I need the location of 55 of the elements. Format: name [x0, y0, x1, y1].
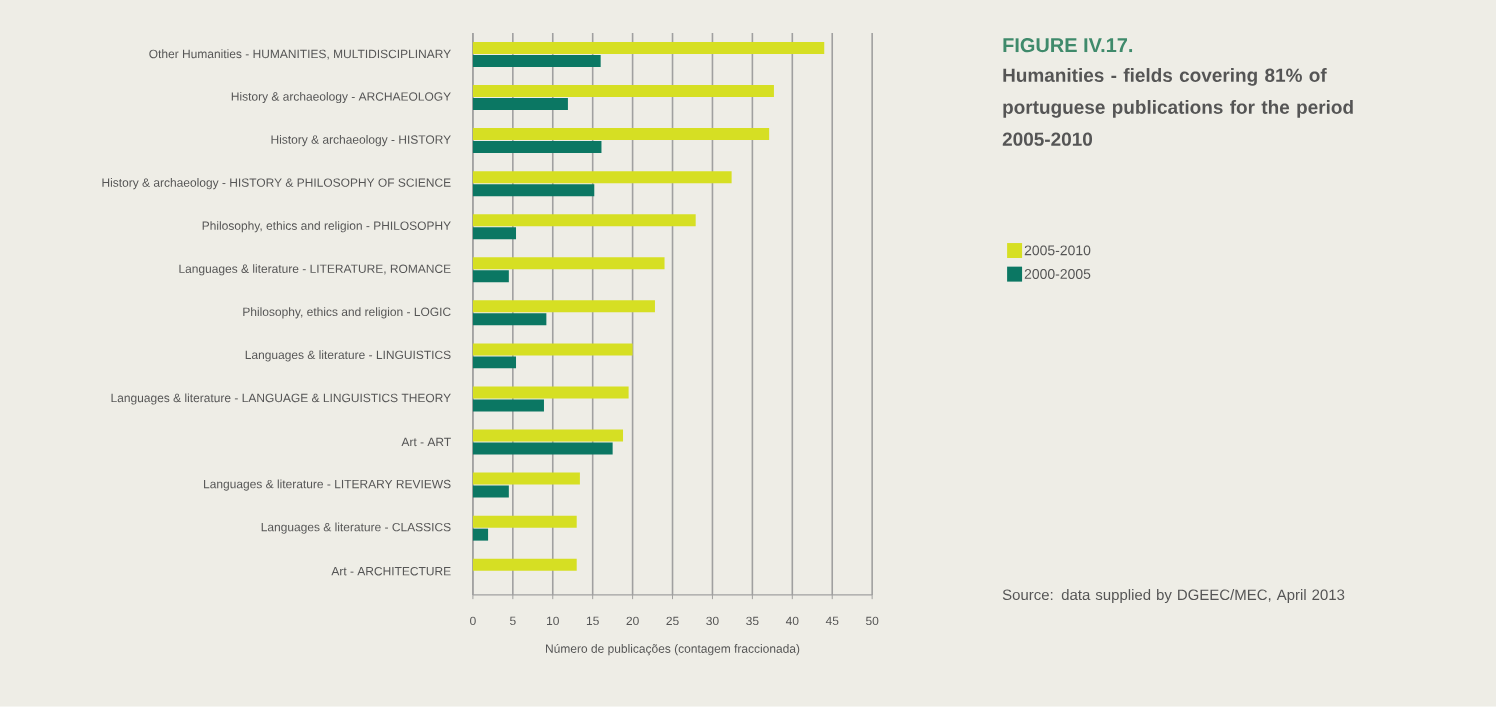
bar — [472, 356, 517, 369]
x-tick-label: 45 — [825, 616, 839, 626]
legend-label: 2000-2005 — [1024, 269, 1091, 280]
y-tick-label: Languages & literature - LITERARY REVIEWS — [204, 479, 451, 491]
bar — [472, 184, 595, 197]
bar — [472, 300, 655, 313]
bar — [472, 128, 770, 141]
bar — [472, 515, 577, 528]
legend-label: 2005-2010 — [1024, 245, 1091, 256]
bar — [472, 313, 547, 326]
bar — [472, 55, 601, 68]
bar — [472, 171, 732, 184]
bar — [472, 472, 580, 485]
y-tick-label: Philosophy, ethics and religion - LOGIC — [243, 307, 451, 319]
x-tick-label: 20 — [626, 616, 639, 626]
bar — [472, 270, 509, 283]
x-tick-label: 5 — [509, 616, 516, 626]
y-tick-label: Art - ARCHITECTURE — [331, 567, 451, 576]
y-tick-label: Languages & literature - LITERATURE, ROMANCE — [179, 264, 451, 276]
text: Humanities - fields covering 81% of portuguese publications for the period 2005-2010 — [1002, 68, 1353, 147]
bar — [472, 214, 696, 227]
text: FIGURE IV.17. — [1003, 38, 1133, 53]
x-tick-label: 25 — [666, 616, 679, 626]
bar — [472, 558, 577, 571]
x-tick-label: 15 — [586, 616, 599, 626]
x-tick-label: 10 — [547, 616, 559, 626]
x-axis-title: Número de publicações (contagem fraccionada) — [546, 644, 800, 656]
x-tick-label: 40 — [785, 616, 799, 626]
bar — [472, 141, 602, 154]
source-note: Source: data supplied by DGEEC/MEC, April 2013 — [1002, 589, 1345, 604]
y-tick-label: Languages & literature - LANGUAGE & LINGUISTICS THEORY — [111, 393, 451, 405]
y-tick-label: Philosophy, ethics and religion - PHILOSOPHY — [202, 221, 451, 233]
y-tick-label: History & archaeology - HISTORY — [271, 135, 451, 147]
bar — [472, 227, 517, 240]
x-tick-label: 30 — [706, 616, 719, 626]
y-tick-label: Other Humanities - HUMANITIES, MULTIDISCIPLINARY — [149, 49, 451, 60]
bar — [472, 386, 629, 399]
y-tick-label: History & archaeology - HISTORY & PHILOSOPHY OF SCIENCE — [102, 178, 451, 190]
y-tick-label: Languages & literature - CLASSICS — [261, 522, 451, 534]
y-tick-label: Art - ART — [401, 438, 451, 447]
x-tick-label: 50 — [865, 616, 879, 626]
bar — [472, 442, 613, 455]
x-tick-label: 0 — [470, 616, 476, 626]
bar — [472, 98, 568, 111]
y-tick-label: History & archaeology - ARCHAEOLOGY — [231, 92, 451, 104]
bar — [472, 257, 665, 270]
bar — [472, 528, 489, 541]
y-tick-label: Languages & literature - LINGUISTICS — [245, 350, 451, 362]
bar — [472, 429, 624, 442]
bar — [472, 343, 633, 356]
bar — [472, 485, 509, 498]
bar — [472, 85, 774, 98]
bar — [472, 42, 825, 55]
bar — [472, 399, 544, 412]
x-tick-label: 35 — [746, 616, 759, 626]
